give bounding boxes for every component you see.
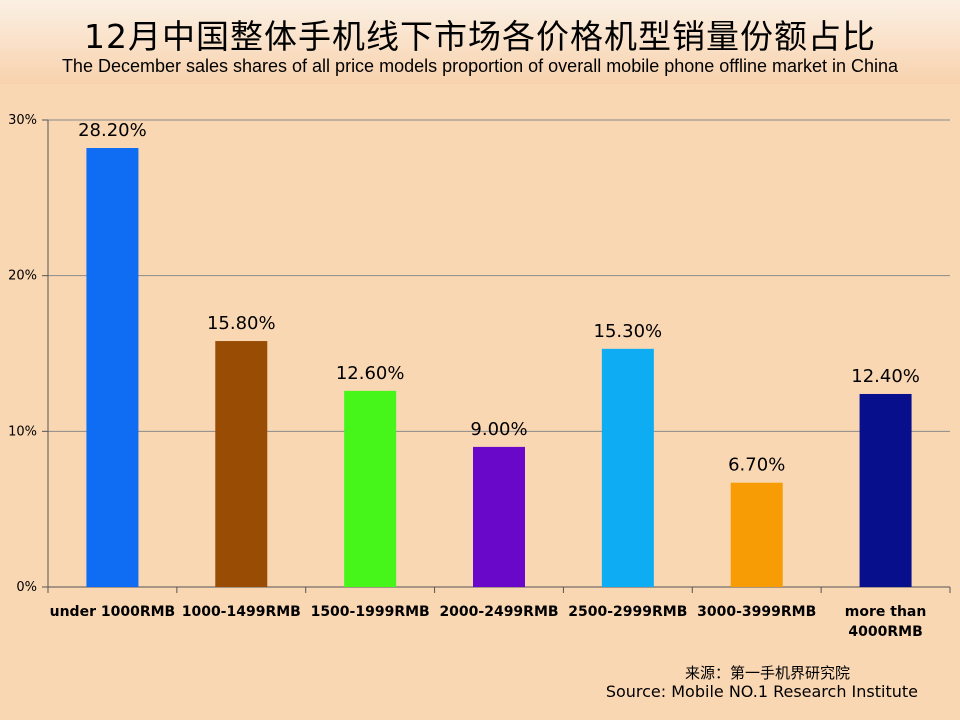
data-label: 15.80% xyxy=(207,313,276,334)
x-tick-label: more than xyxy=(845,604,927,620)
data-label: 12.40% xyxy=(851,366,920,387)
x-tick-label: 1500-1999RMB xyxy=(311,604,430,620)
bar xyxy=(215,341,268,587)
x-tick-label: 2000-2499RMB xyxy=(439,604,558,620)
data-label: 6.70% xyxy=(728,455,785,476)
x-tick-label: 2500-2999RMB xyxy=(568,604,687,620)
data-label: 12.60% xyxy=(336,363,405,384)
y-tick-label: 20% xyxy=(8,269,37,284)
x-tick-label: 1000-1499RMB xyxy=(182,604,301,620)
x-tick-label: 3000-3999RMB xyxy=(697,604,816,620)
title-band: 12月中国整体手机线下市场各价格机型销量份额占比 The December sa… xyxy=(0,0,960,84)
data-label: 9.00% xyxy=(470,419,527,440)
source-label-zh: 来源：第一手机界研究院 xyxy=(684,664,850,682)
y-tick-label: 10% xyxy=(8,424,37,439)
bar xyxy=(344,390,397,587)
bar xyxy=(86,148,139,587)
bar xyxy=(601,348,654,587)
data-label: 15.30% xyxy=(594,321,663,342)
y-tick-label: 30% xyxy=(8,113,37,128)
bar xyxy=(859,393,912,587)
chart-title: 12月中国整体手机线下市场各价格机型销量份额占比 xyxy=(84,17,876,56)
x-tick-label: 4000RMB xyxy=(848,624,922,640)
bar xyxy=(473,446,525,587)
data-label: 28.20% xyxy=(78,120,147,141)
source-label-en: Source: Mobile NO.1 Research Institute xyxy=(605,682,918,701)
y-tick-label: 0% xyxy=(16,580,37,595)
chart-subtitle: The December sales shares of all price m… xyxy=(61,56,899,76)
bar xyxy=(730,482,783,587)
x-tick-label: under 1000RMB xyxy=(50,604,176,620)
